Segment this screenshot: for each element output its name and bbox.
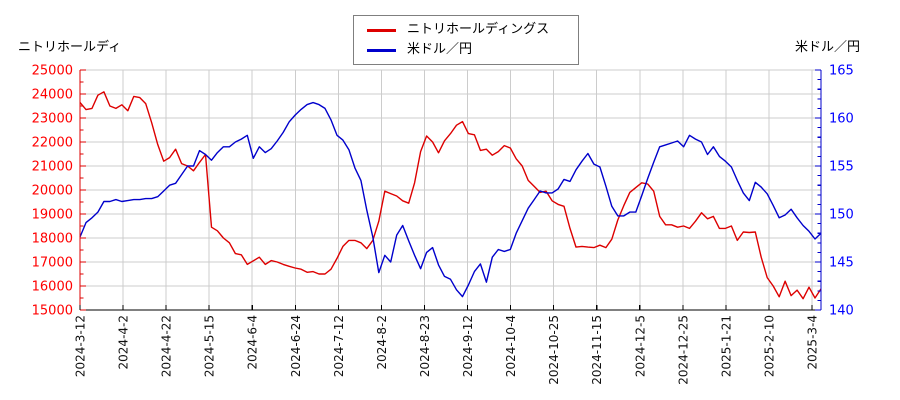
svg-text:2024-7-12: 2024-7-12 [332,315,346,377]
series-lines [79,91,822,300]
svg-text:2024-6-4: 2024-6-4 [246,315,260,369]
svg-text:2025-1-21: 2025-1-21 [719,315,733,377]
axis-ticks [79,69,821,311]
svg-text:23000: 23000 [32,112,73,127]
usdjpy-line-swatch [367,48,396,52]
legend-label-nitori: ニトリホールディングス [407,22,550,37]
legend-label-usdjpy: 米ドル／円 [407,42,473,57]
svg-text:155: 155 [829,160,854,175]
axis-tick-labels: 15000 16000 17000 18000 19000 20000 21000 22000… [32,64,854,385]
svg-text:140: 140 [829,304,854,319]
svg-text:2024-8-23: 2024-8-23 [418,315,432,377]
svg-text:17000: 17000 [32,256,73,271]
svg-text:160: 160 [829,112,854,127]
svg-text:145: 145 [829,256,854,271]
svg-text:20000: 20000 [32,184,73,199]
svg-text:2024-11-15: 2024-11-15 [590,315,604,385]
svg-text:2024-8-2: 2024-8-2 [375,315,389,369]
svg-text:2024-12-5: 2024-12-5 [633,315,647,377]
svg-text:24000: 24000 [32,88,73,103]
left-axis-series-title: ニトリホールディ [18,40,122,55]
svg-text:25000: 25000 [32,64,73,79]
svg-text:2024-5-15: 2024-5-15 [203,315,217,377]
legend: ニトリホールディングス 米ドル／円 [353,15,579,65]
svg-text:16000: 16000 [32,280,73,295]
nitori-price-line [79,91,822,300]
usdjpy-rate-line [79,101,822,298]
svg-text:2024-12-25: 2024-12-25 [676,315,690,385]
svg-text:165: 165 [829,64,854,79]
legend-item-usdjpy: 米ドル／円 [367,42,570,58]
svg-text:15000: 15000 [32,304,73,319]
svg-text:2024-10-4: 2024-10-4 [504,315,518,377]
svg-text:2025-2-10: 2025-2-10 [762,315,776,377]
right-axis-series-title: 米ドル／円 [794,40,860,55]
svg-text:150: 150 [829,208,854,223]
svg-text:2025-3-4: 2025-3-4 [806,315,820,369]
gridlines [79,69,821,310]
svg-text:2024-4-2: 2024-4-2 [117,315,131,369]
svg-text:2024-4-22: 2024-4-22 [160,315,174,377]
svg-text:2024-10-25: 2024-10-25 [547,315,561,385]
legend-item-nitori: ニトリホールディングス [367,22,570,38]
svg-text:21000: 21000 [32,160,73,175]
svg-text:2024-6-24: 2024-6-24 [289,315,303,377]
svg-text:19000: 19000 [32,208,73,223]
svg-text:18000: 18000 [32,232,73,247]
svg-text:22000: 22000 [32,136,73,151]
nitori-line-swatch [367,28,396,32]
svg-text:2024-3-12: 2024-3-12 [74,315,88,377]
svg-text:2024-9-12: 2024-9-12 [461,315,475,377]
